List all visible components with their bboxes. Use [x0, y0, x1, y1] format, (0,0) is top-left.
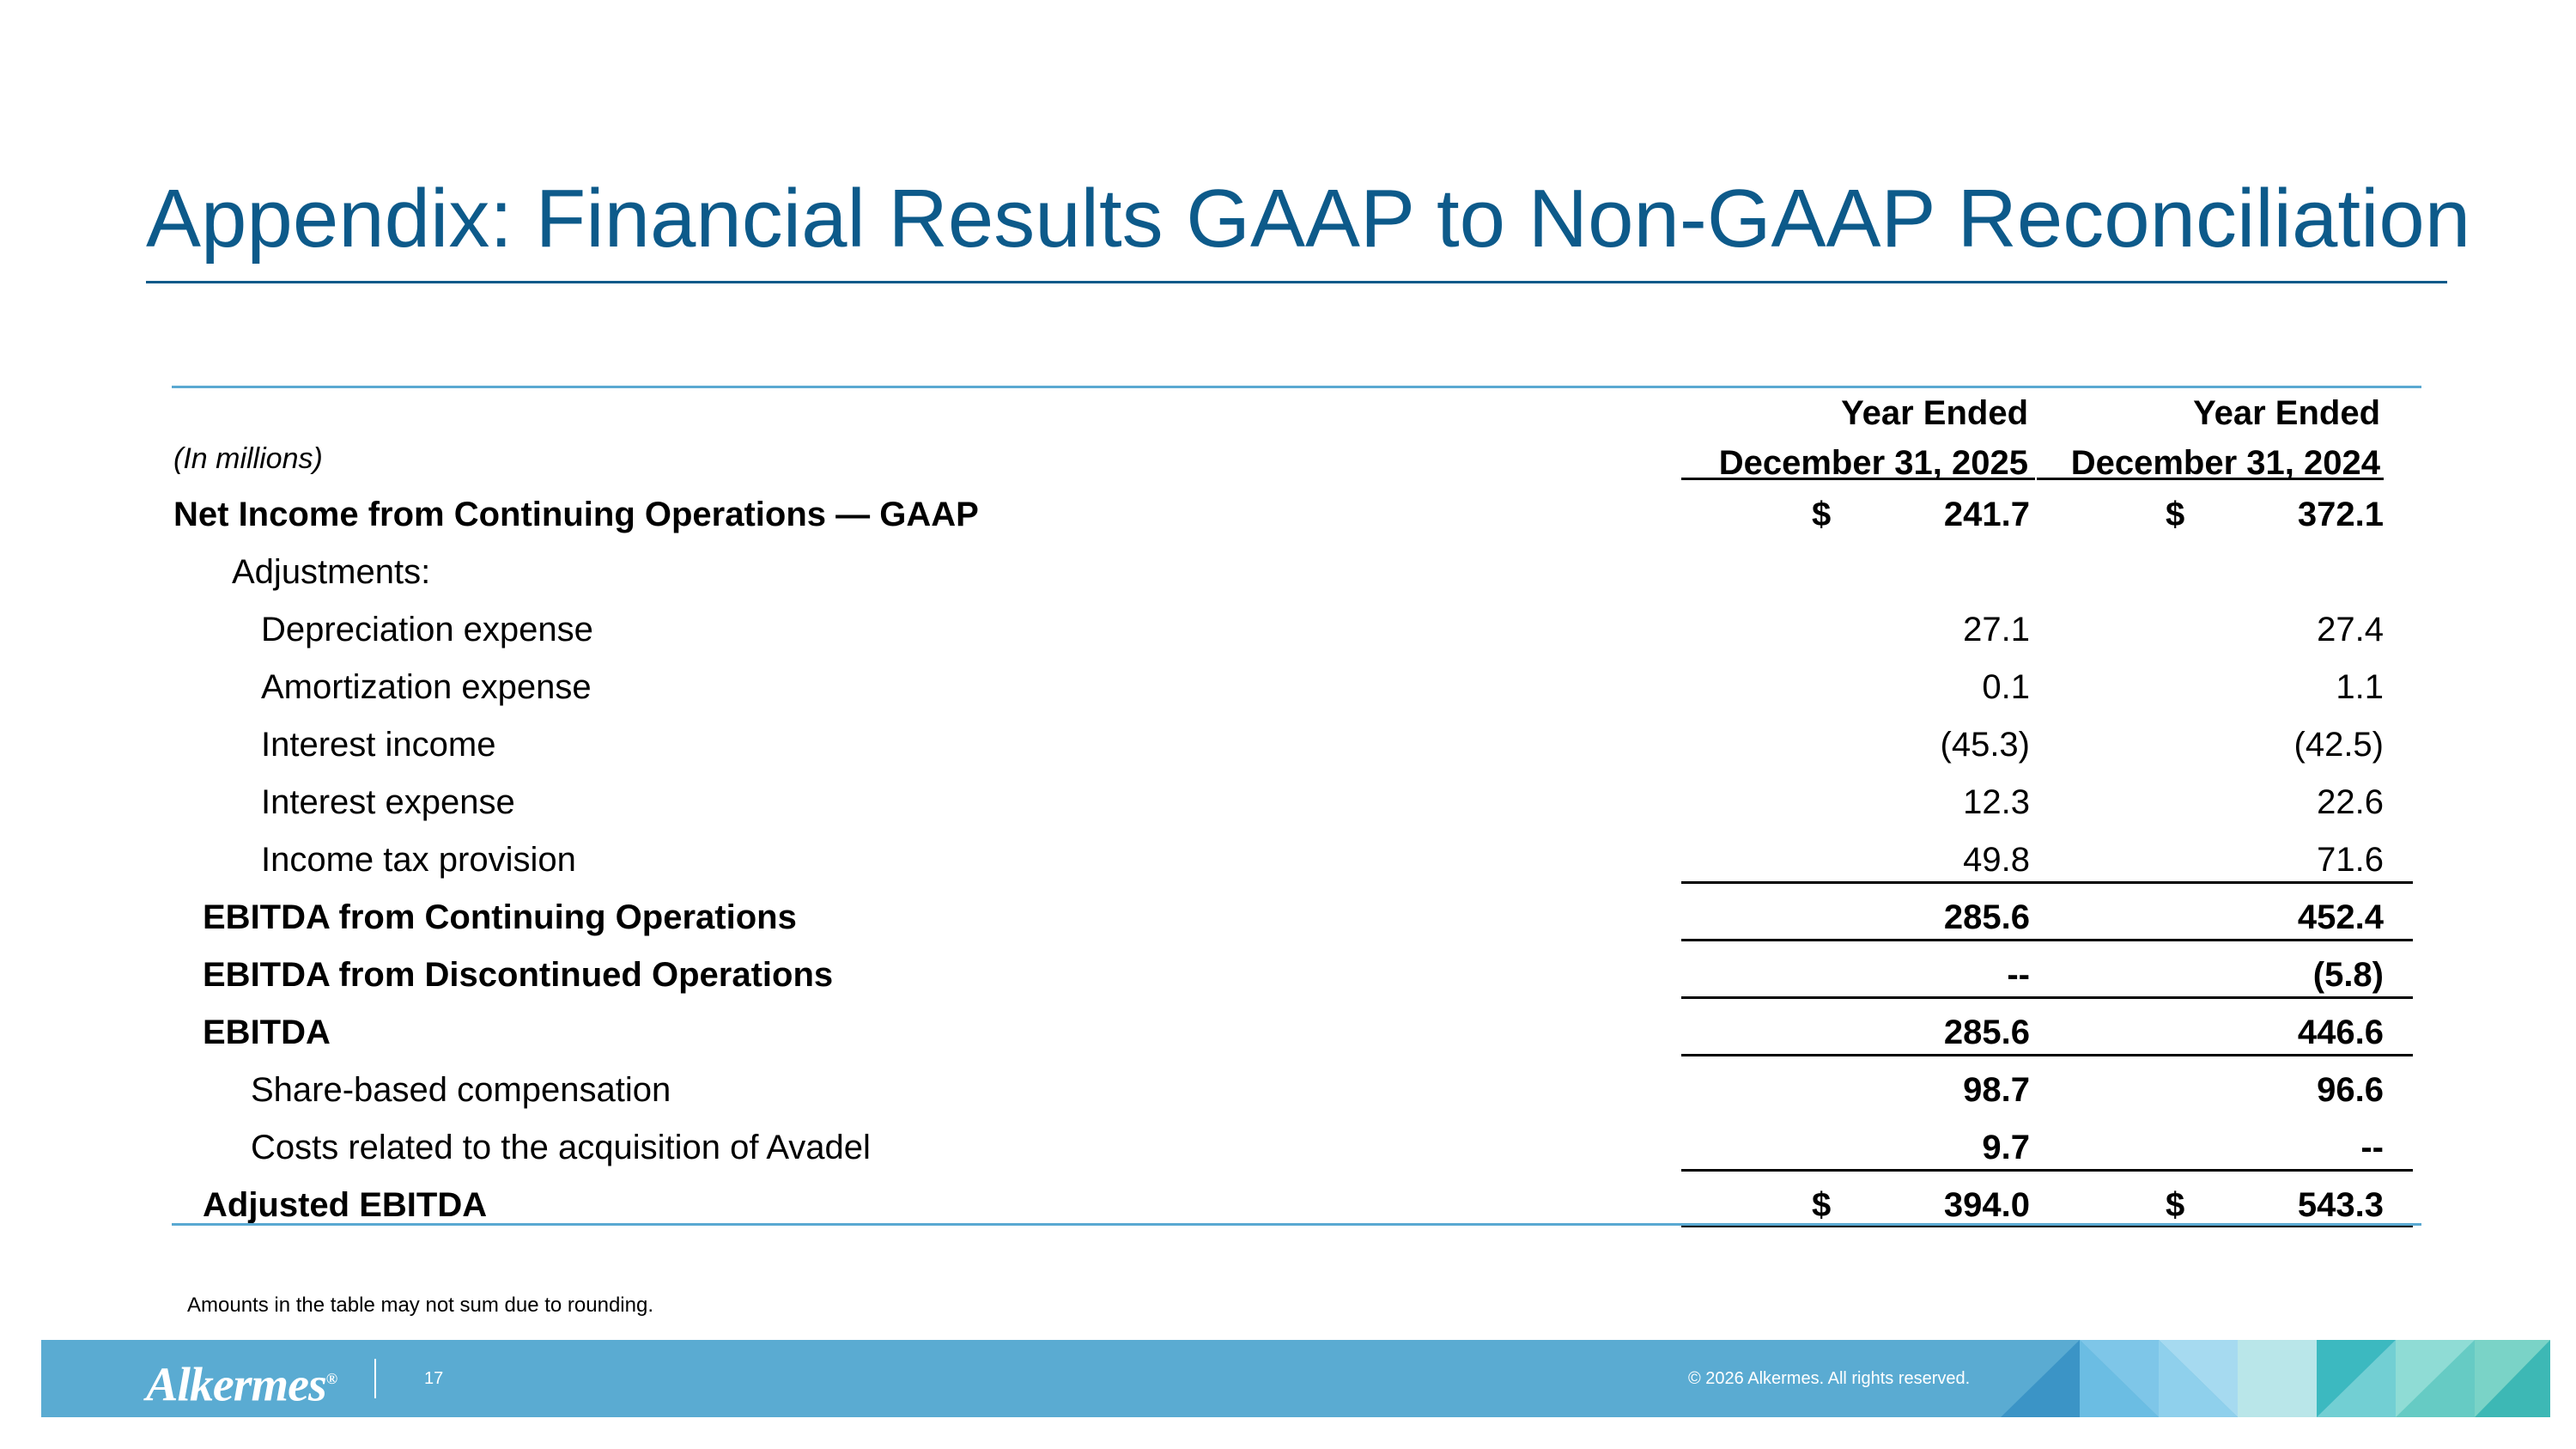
- page-number: 17: [424, 1369, 444, 1388]
- table-row: Costs related to the acquisition of Avad…: [0, 1119, 2576, 1176]
- table-row: Depreciation expense 27.1 27.4: [0, 601, 2576, 658]
- value-2025: 9.7: [1982, 1129, 2030, 1166]
- value-2024: 27.4: [2317, 611, 2384, 648]
- value-2024: 452.4: [2297, 898, 2384, 936]
- table-bottom-rule: [172, 1223, 2421, 1226]
- row-label: EBITDA from Continuing Operations: [203, 898, 797, 936]
- registered-mark: ®: [325, 1370, 337, 1387]
- row-label: Amortization expense: [261, 668, 592, 706]
- dollar-sign: $: [1812, 496, 1832, 533]
- row-label: Depreciation expense: [261, 611, 593, 648]
- alkermes-logo: Alkermes®: [146, 1352, 337, 1412]
- row-label: Interest expense: [261, 783, 515, 821]
- dollar-sign: $: [2166, 496, 2185, 533]
- value-2025: 27.1: [1963, 611, 2030, 648]
- footnote: Amounts in the table may not sum due to …: [187, 1294, 653, 1317]
- value-2024: 22.6: [2317, 783, 2384, 821]
- row-label: Net Income from Continuing Operations — …: [173, 496, 979, 533]
- column-header-line1: Year Ended: [1841, 394, 2028, 432]
- value-2024: 372.1: [2297, 496, 2384, 533]
- column-header-line2: December 31, 2024: [2070, 444, 2380, 482]
- value-2024: 543.3: [2297, 1186, 2384, 1224]
- value-2025: 285.6: [1943, 1014, 2030, 1051]
- row-label: Share-based compensation: [251, 1071, 671, 1109]
- column-header-2024: Year Ended December 31, 2024: [2037, 388, 2380, 488]
- table-row: Amortization expense 0.1 1.1: [0, 659, 2576, 715]
- table-row: Income tax provision 49.8 71.6: [0, 831, 2576, 888]
- table-row: Interest expense 12.3 22.6: [0, 774, 2576, 831]
- subtotal-rule: [1681, 939, 2413, 941]
- dollar-sign: $: [2166, 1186, 2185, 1224]
- row-label: EBITDA: [203, 1014, 331, 1051]
- dollar-sign: $: [1812, 1186, 1832, 1224]
- table-row: Net Income from Continuing Operations — …: [0, 486, 2576, 543]
- slide-title: Appendix: Financial Results GAAP to Non-…: [146, 173, 2471, 265]
- row-label: Interest income: [261, 726, 496, 764]
- subtotal-rule: [1681, 1169, 2413, 1172]
- footer-divider: [374, 1359, 376, 1398]
- value-2025: 12.3: [1963, 783, 2030, 821]
- row-label: EBITDA from Discontinued Operations: [203, 956, 834, 994]
- value-2025: 49.8: [1963, 841, 2030, 879]
- column-header-2025: Year Ended December 31, 2025: [1685, 388, 2028, 488]
- value-2025: (45.3): [1940, 726, 2031, 764]
- column-header-underline: [1681, 478, 2035, 480]
- row-label: Income tax provision: [261, 841, 576, 879]
- table-row: EBITDA 285.6 446.6: [0, 1004, 2576, 1061]
- table-row: EBITDA from Continuing Operations 285.6 …: [0, 889, 2576, 946]
- table-row: Share-based compensation 98.7 96.6: [0, 1062, 2576, 1118]
- logo-wordmark: Alkermes: [146, 1358, 327, 1412]
- table-row: Adjusted EBITDA $ 394.0 $ 543.3: [0, 1177, 2576, 1233]
- value-2024: --: [2360, 1129, 2384, 1166]
- table-top-rule: [172, 386, 2421, 388]
- value-2024: 71.6: [2317, 841, 2384, 879]
- subtotal-rule: [1681, 881, 2413, 884]
- subtotal-rule: [1681, 996, 2413, 999]
- decorative-triangles-graphic: [2001, 1340, 2550, 1417]
- column-header-line2: December 31, 2025: [1718, 444, 2028, 482]
- value-2024: (42.5): [2293, 726, 2385, 764]
- column-header-underline: [2037, 478, 2384, 480]
- units-label: (In millions): [173, 442, 323, 475]
- copyright-text: © 2026 Alkermes. All rights reserved.: [1688, 1369, 1971, 1388]
- row-label: Adjustments:: [232, 553, 431, 591]
- value-2025: 0.1: [1982, 668, 2030, 706]
- value-2025: --: [2007, 956, 2030, 994]
- value-2024: 446.6: [2297, 1014, 2384, 1051]
- value-2025: 241.7: [1943, 496, 2030, 533]
- value-2024: 1.1: [2336, 668, 2384, 706]
- table-row: Adjustments:: [0, 544, 2576, 600]
- row-label: Adjusted EBITDA: [203, 1186, 488, 1224]
- table-row: EBITDA from Discontinued Operations -- (…: [0, 947, 2576, 1003]
- footer-bar: Alkermes® 17 © 2026 Alkermes. All rights…: [41, 1340, 2550, 1417]
- value-2025: 285.6: [1943, 898, 2030, 936]
- total-rule: [1681, 1225, 2413, 1227]
- column-header-line1: Year Ended: [2193, 394, 2380, 432]
- row-label: Costs related to the acquisition of Avad…: [251, 1129, 871, 1166]
- table-row: Interest income (45.3) (42.5): [0, 716, 2576, 773]
- value-2024: 96.6: [2317, 1071, 2384, 1109]
- value-2024: (5.8): [2312, 956, 2384, 994]
- subtotal-rule: [1681, 1054, 2413, 1056]
- value-2025: 394.0: [1943, 1186, 2030, 1224]
- title-underline: [146, 281, 2447, 283]
- value-2025: 98.7: [1963, 1071, 2030, 1109]
